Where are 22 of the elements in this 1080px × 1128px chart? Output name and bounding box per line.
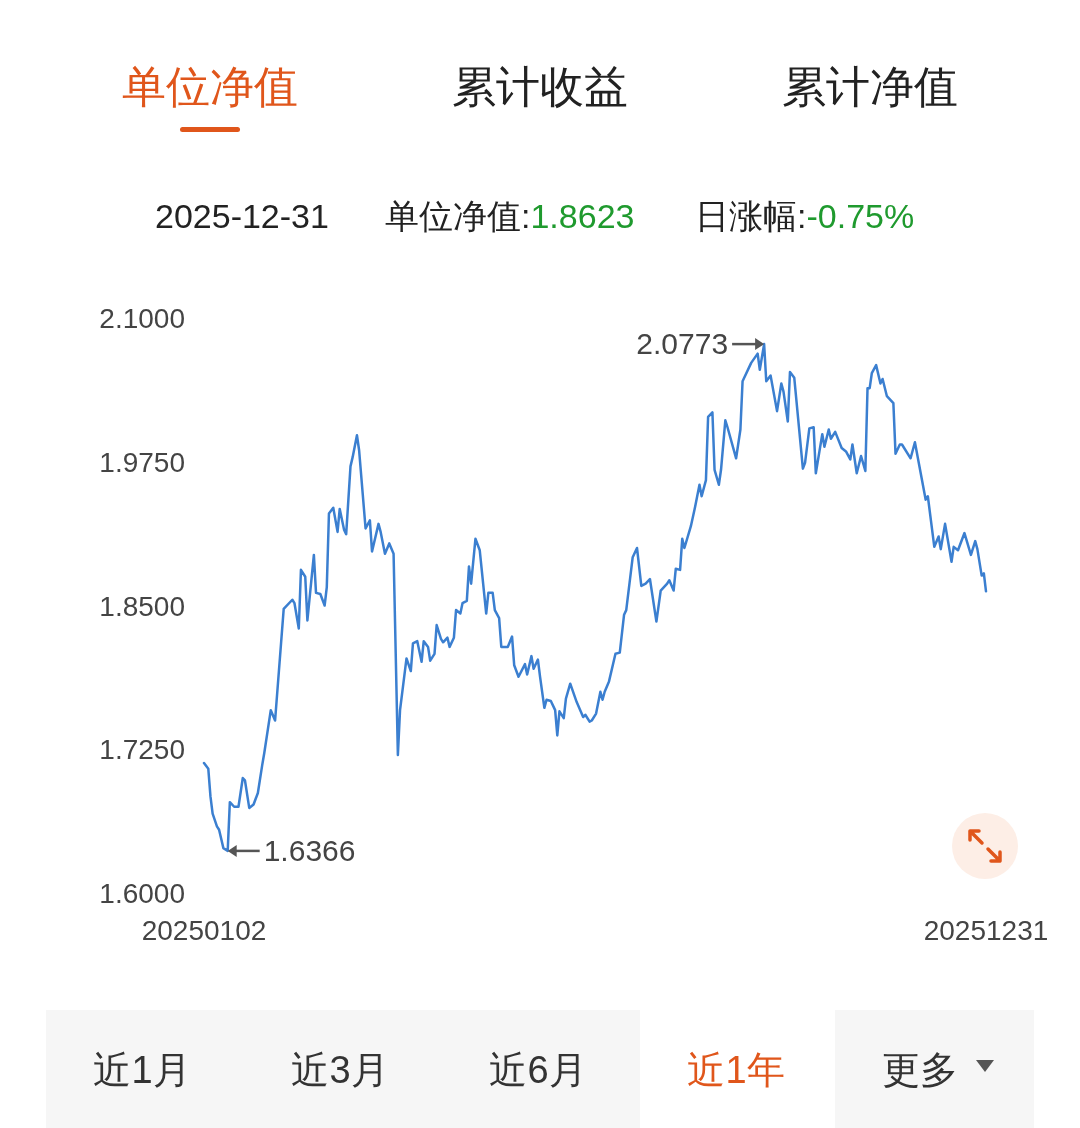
text: 累计净值 (782, 62, 958, 111)
text: 近1月 (93, 1049, 191, 1091)
text: 1.8623 (530, 197, 635, 235)
text: 日涨幅: (695, 197, 807, 235)
y-tick-label: 2.1000 (99, 303, 185, 334)
x-tick-label: 20251231 (923, 915, 1049, 946)
text: 近1年 (687, 1049, 785, 1091)
y-tick-label: 1.6000 (99, 878, 185, 909)
text: 单位净值: (385, 197, 531, 235)
text: 近6月 (489, 1049, 587, 1091)
text: -0.75% (806, 197, 915, 235)
text: 累计收益 (452, 62, 628, 111)
chart-title: 单位净值 (122, 62, 298, 111)
text: 2025-12-31 (155, 197, 329, 235)
annotation: 2.0773 (636, 327, 729, 361)
y-tick-label: 1.7250 (99, 734, 185, 766)
y-tick-label: 1.8500 (99, 590, 185, 622)
text: 更多 (882, 1049, 958, 1091)
text: 近3月 (291, 1049, 389, 1091)
y-tick-label: 1.9750 (99, 446, 185, 478)
x-tick-label: 20250102 (141, 915, 267, 946)
annotation: 1.6366 (263, 833, 356, 867)
